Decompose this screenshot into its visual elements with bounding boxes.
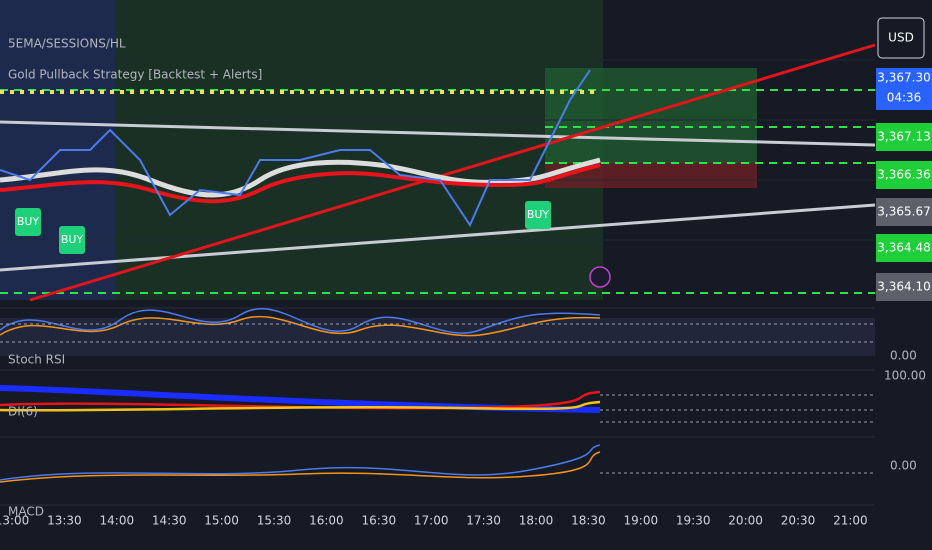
time-label: 14:00 — [100, 514, 135, 528]
time-label: 16:30 — [362, 514, 397, 528]
grid — [0, 59, 875, 506]
buy-label: BUY — [527, 208, 550, 221]
time-label: 16:00 — [309, 514, 344, 528]
price-label: 3,364.10 — [877, 280, 930, 294]
time-label: 17:30 — [466, 514, 501, 528]
price-label: 3,366.36 — [877, 168, 930, 182]
time-label: 18:00 — [519, 514, 554, 528]
last-price: 3,367.30 — [877, 71, 930, 85]
trendline — [0, 203, 876, 272]
pane-levels — [0, 323, 875, 474]
macd-line — [0, 444, 601, 481]
time-label: 17:00 — [414, 514, 449, 528]
time-label: 13:00 — [0, 514, 29, 528]
macd-signal — [0, 451, 601, 483]
currency[interactable]: USD — [888, 31, 914, 45]
currency-button[interactable] — [877, 17, 925, 59]
macd-label[interactable]: MACD — [8, 505, 44, 519]
time-label: 15:00 — [204, 514, 239, 528]
price-path — [0, 69, 591, 228]
stoch-scale: 0.00 — [890, 349, 917, 363]
stoch-d — [0, 315, 601, 337]
countdown: 04:36 — [887, 91, 922, 105]
trendline — [29, 43, 876, 302]
di-minus — [0, 400, 601, 412]
stoch-label[interactable]: Stoch RSI — [8, 353, 65, 367]
price-label-box — [876, 273, 932, 301]
time-label: 20:30 — [781, 514, 816, 528]
buy-box — [15, 208, 41, 236]
time-axis: 13:00 13:30 14:00 14:30 15:00 15:30 16:00 16:30… — [0, 514, 868, 528]
buy-box — [59, 226, 85, 254]
price-label: 3,367.13 — [877, 130, 930, 144]
indicator-legend[interactable]: 5EMA/SESSIONS/HL — [8, 37, 126, 51]
time-label: 18:30 — [571, 514, 606, 528]
price-label-box — [876, 161, 932, 189]
price-label: 3,364.48 — [877, 241, 930, 255]
last-price-box — [876, 68, 932, 110]
price-labels: 3,367.13 3,366.36 3,365.67 3,364.48 3,364.10 — [876, 123, 932, 301]
time-label: 13:30 — [47, 514, 82, 528]
stoch-band — [0, 318, 875, 356]
dmi-label[interactable]: DI(6) — [8, 405, 38, 419]
price-label-box — [876, 198, 932, 226]
macd-scale: 0.00 — [890, 459, 917, 473]
time-label: 20:00 — [728, 514, 763, 528]
alert-icon[interactable] — [589, 266, 611, 288]
time-label: 21:00 — [833, 514, 868, 528]
buy-label: BUY — [61, 233, 84, 246]
time-label: 14:30 — [152, 514, 187, 528]
buy-label: BUY — [17, 215, 40, 228]
dmi-scale: 100.00 — [884, 369, 926, 383]
time-label: 19:30 — [676, 514, 711, 528]
signals: BUY BUY BUY — [15, 201, 551, 254]
price-label-box — [876, 234, 932, 262]
session-asia — [0, 0, 115, 300]
price-label: 3,365.67 — [877, 205, 930, 219]
time-label: 15:30 — [257, 514, 292, 528]
stoch-k — [0, 308, 601, 334]
trendline — [0, 120, 876, 147]
time-label: 19:00 — [624, 514, 659, 528]
buy-box — [525, 201, 551, 229]
ema-slow — [0, 163, 601, 204]
take-profit-zone — [545, 68, 757, 163]
price-label-box — [876, 123, 932, 151]
strategy-legend[interactable]: Gold Pullback Strategy [Backtest + Alert… — [8, 68, 262, 82]
